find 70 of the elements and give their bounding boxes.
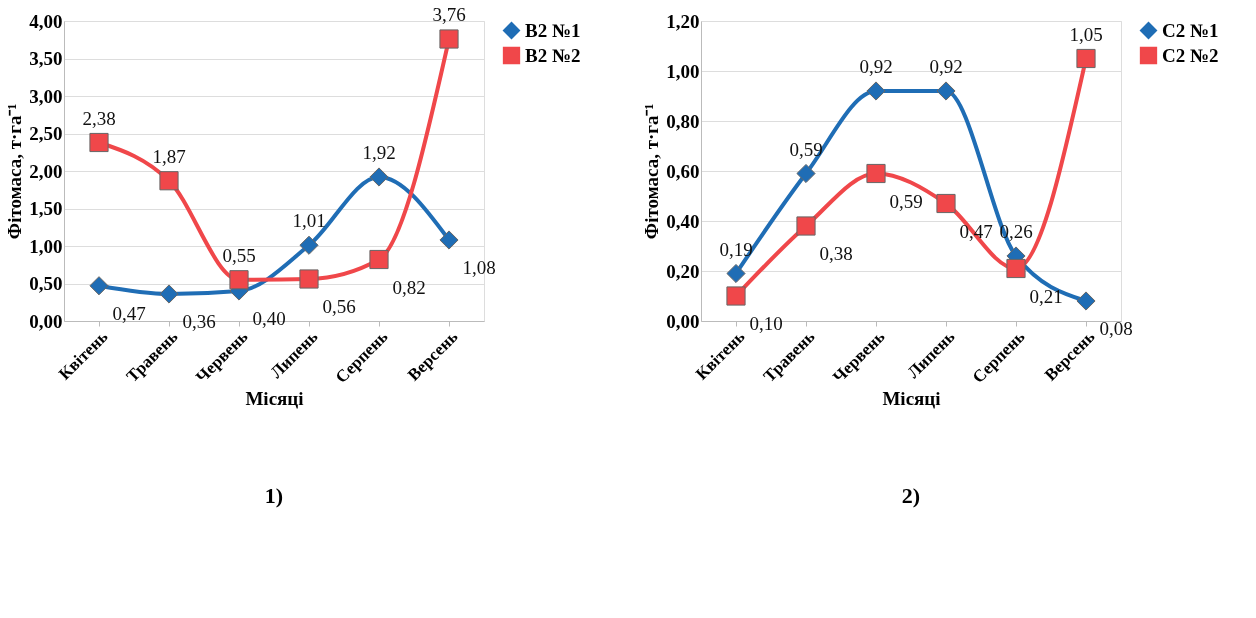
point xyxy=(89,276,109,296)
data-label: 0,10 xyxy=(749,313,783,334)
point xyxy=(439,230,459,250)
point xyxy=(866,81,886,101)
y-tick-label: 3,00 xyxy=(29,85,63,107)
y-tick-label: 2,00 xyxy=(29,160,63,182)
data-label: 0,82 xyxy=(392,276,426,298)
data-label: 0,21 xyxy=(1029,285,1063,307)
data-label: 0,55 xyxy=(222,244,256,266)
data-label: 0,40 xyxy=(252,308,286,329)
y-axis-title: Фітомаса, т·га⁻¹ xyxy=(641,103,663,240)
y-tick-label: 4,00 xyxy=(29,10,63,32)
point xyxy=(796,163,816,184)
data-label: 1,92 xyxy=(362,142,396,163)
point xyxy=(299,269,319,289)
data-label: 0,56 xyxy=(322,296,356,317)
point xyxy=(229,270,249,290)
data-label: 0,38 xyxy=(819,243,853,264)
point xyxy=(726,286,746,306)
data-label: 0,92 xyxy=(859,56,893,77)
data-label: 3,76 xyxy=(432,4,466,25)
point xyxy=(299,235,319,255)
point xyxy=(936,81,956,101)
point xyxy=(159,171,179,191)
y-tick-label: 0,50 xyxy=(29,273,63,294)
y-tick-label: 0,80 xyxy=(666,110,700,132)
data-label: 1,08 xyxy=(462,257,496,278)
data-label: 0,92 xyxy=(929,56,963,77)
point xyxy=(369,249,389,270)
y-tick-label: 2,50 xyxy=(29,123,63,144)
data-label: 0,59 xyxy=(789,138,823,160)
data-label: 1,05 xyxy=(1069,23,1103,45)
point xyxy=(159,284,179,304)
y-axis-title: Фітомаса, т·га⁻¹ xyxy=(4,103,26,240)
data-label: 1,01 xyxy=(292,210,326,232)
point xyxy=(369,167,389,187)
y-tick-label: 3,50 xyxy=(29,48,63,69)
y-tick-label: 1,20 xyxy=(666,10,700,32)
legend-label: B2 №1 xyxy=(525,19,581,41)
y-tick-label: 0,00 xyxy=(29,310,63,332)
point xyxy=(1076,48,1096,69)
text: 1) xyxy=(264,483,284,508)
data-label: 0,47 xyxy=(112,302,146,324)
y-tick-label: 0,40 xyxy=(666,210,700,232)
data-label: 0,59 xyxy=(889,190,923,212)
legend-label: B2 №2 xyxy=(525,44,581,66)
point xyxy=(89,132,109,153)
x-axis-title: Місяці xyxy=(245,388,304,410)
y-tick-label: 0,60 xyxy=(666,160,700,182)
point xyxy=(1006,258,1026,279)
x-axis-title: Місяці xyxy=(882,388,941,410)
point xyxy=(439,29,459,49)
data-label: 0,19 xyxy=(719,238,753,260)
y-tick-label: 1,50 xyxy=(29,198,63,219)
legend-label: C2 №2 xyxy=(1162,44,1219,66)
point xyxy=(1076,291,1096,311)
data-label: 1,87 xyxy=(152,145,186,167)
y-tick-label: 0,20 xyxy=(666,260,700,282)
y-tick-label: 1,00 xyxy=(29,235,63,257)
data-label: 0,08 xyxy=(1099,318,1133,339)
y-tick-label: 0,00 xyxy=(666,310,700,332)
point xyxy=(936,193,956,214)
y-tick-label: 1,00 xyxy=(666,60,700,82)
point xyxy=(726,263,746,284)
data-label: 0,36 xyxy=(182,311,216,332)
point xyxy=(866,163,886,184)
data-label: 2,38 xyxy=(82,107,116,129)
legend-label: C2 №1 xyxy=(1162,19,1219,41)
point xyxy=(796,216,816,236)
text: 2) xyxy=(901,483,921,508)
